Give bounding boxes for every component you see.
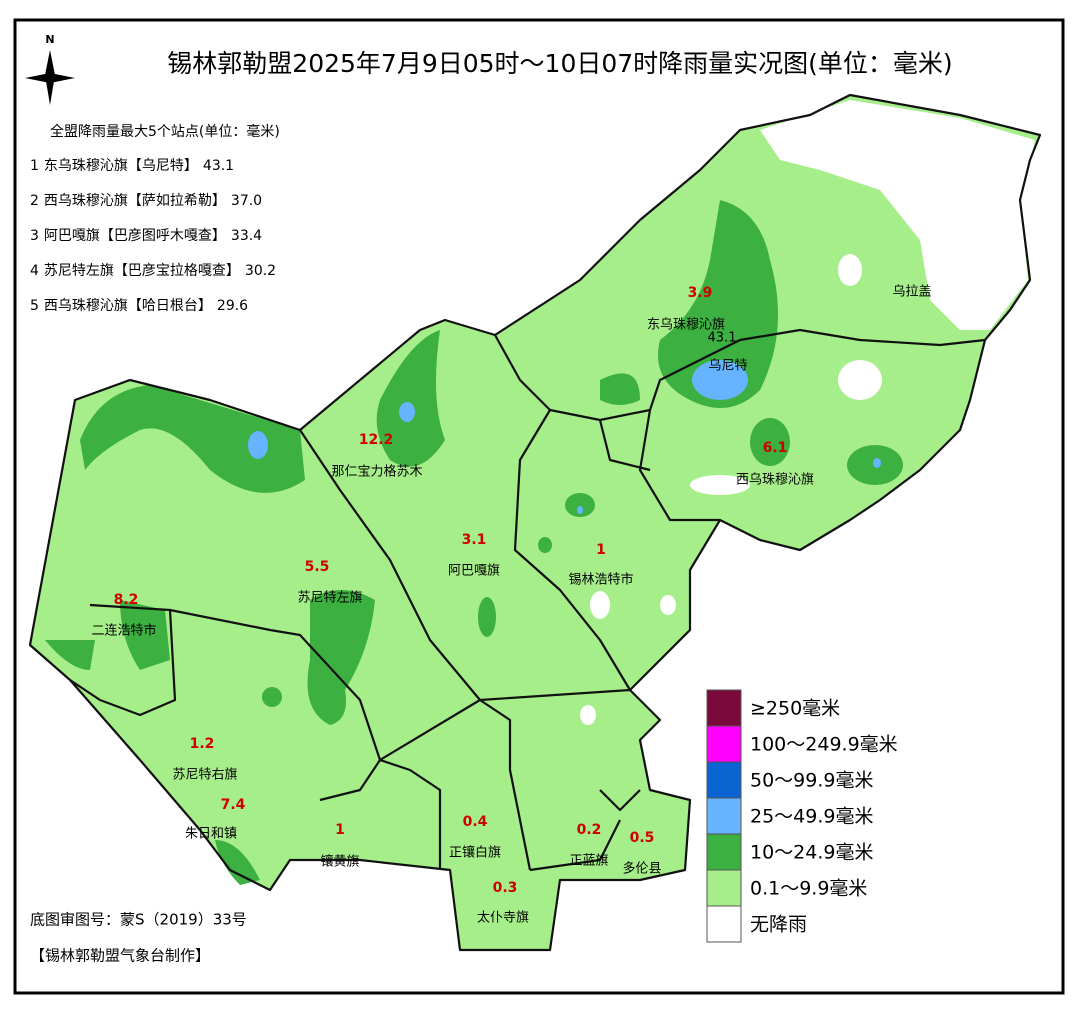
legend-label: 无降雨 — [750, 914, 807, 936]
region-name: 苏尼特右旗 — [172, 767, 237, 783]
region-name: 多伦县 — [622, 861, 661, 877]
legend-label: 100～249.9毫米 — [750, 734, 898, 756]
station-value: 33.4 — [231, 228, 262, 244]
legend-swatch — [706, 725, 742, 763]
legend-swatch — [706, 833, 742, 871]
station-rank: 1 — [30, 158, 39, 174]
map-labels: 3.9 东乌珠穆沁旗 6.1 西乌珠穆沁旗 12.2 那仁宝力格苏木 3.1 阿巴嘎旗 1 锡林浩… — [91, 284, 931, 926]
station-value: 30.2 — [245, 263, 276, 279]
heavy-rain-areas — [45, 200, 903, 885]
outer-border — [28, 93, 1042, 952]
north-label: N — [45, 33, 54, 46]
legend-swatch — [706, 905, 742, 943]
region-name: 镶黄旗 — [320, 854, 359, 870]
station-rank: 5 — [30, 298, 39, 314]
station-rank: 4 — [30, 263, 39, 279]
region-name: 正镶白旗 — [449, 845, 501, 861]
legend-label: 25～49.9毫米 — [750, 806, 873, 828]
district-borders — [69, 328, 986, 872]
place-name: 乌尼特 — [708, 358, 747, 374]
legend: ≥250毫米 100～249.9毫米 50～99.9毫米 25～49.9毫米 10～24… — [706, 689, 898, 943]
station-value: 29.6 — [217, 298, 248, 314]
map-title: 锡林郭勒盟2025年7月9日05时～10日07时降雨量实况图(单位：毫米) — [167, 49, 952, 78]
station-rank: 2 — [30, 193, 39, 209]
legend-label: ≥250毫米 — [750, 698, 840, 720]
top-stations: 全盟降雨量最大5个站点(单位：毫米) 1 东乌珠穆沁旗【乌尼特】 43.1 2 西乌珠穆… — [30, 123, 280, 314]
legend-swatch — [706, 869, 742, 907]
legend-label: 50～99.9毫米 — [750, 770, 873, 792]
legend-label: 10～24.9毫米 — [750, 842, 873, 864]
rain-value: 3.9 — [688, 285, 713, 301]
region-name: 正蓝旗 — [569, 853, 608, 869]
station-name: 东乌珠穆沁旗【乌尼特】 — [44, 158, 198, 174]
legend-label: 0.1～9.9毫米 — [750, 878, 867, 900]
station-name: 西乌珠穆沁旗【哈日根台】 — [44, 298, 212, 314]
station-name: 阿巴嘎旗【巴彦图呼木嘎查】 — [44, 228, 226, 244]
rain-value: 7.4 — [221, 797, 246, 813]
rain-value: 12.2 — [359, 432, 394, 448]
station-item: 1 东乌珠穆沁旗【乌尼特】 43.1 — [30, 158, 234, 174]
legend-swatch — [706, 797, 742, 835]
moderate-rain-areas — [248, 360, 881, 514]
rain-value: 5.5 — [305, 559, 330, 575]
map-area — [28, 93, 1042, 952]
station-value: 43.1 — [203, 158, 234, 174]
region-fill — [30, 95, 1040, 950]
producer: 【锡林郭勒盟气象台制作】 — [30, 947, 210, 965]
station-rank: 3 — [30, 228, 39, 244]
legend-swatch — [706, 689, 742, 727]
region-name: 阿巴嘎旗 — [448, 563, 500, 579]
station-item: 4 苏尼特左旗【巴彦宝拉格嘎查】 30.2 — [30, 263, 276, 279]
region-name: 那仁宝力格苏木 — [331, 464, 422, 480]
rain-value: 0.4 — [463, 814, 488, 830]
map-number: 底图审图号：蒙S（2019）33号 — [30, 911, 247, 929]
rain-value: 0.3 — [493, 880, 518, 896]
rain-value: 0.5 — [630, 830, 655, 846]
region-name: 苏尼特左旗 — [297, 590, 362, 606]
station-name: 苏尼特左旗【巴彦宝拉格嘎查】 — [44, 263, 240, 279]
region-name: 太仆寺旗 — [477, 910, 529, 926]
rain-value: 6.1 — [763, 440, 788, 456]
region-name: 西乌珠穆沁旗 — [736, 472, 814, 488]
station-value: 43.1 — [708, 331, 737, 346]
rain-value: 8.2 — [114, 592, 139, 608]
no-rain-areas — [580, 100, 1035, 725]
station-item: 3 阿巴嘎旗【巴彦图呼木嘎查】 33.4 — [30, 228, 262, 244]
legend-swatch — [706, 761, 742, 799]
rain-value: 1 — [335, 822, 345, 838]
station-name: 西乌珠穆沁旗【萨如拉希勒】 — [44, 193, 226, 209]
rain-value: 0.2 — [577, 822, 602, 838]
station-item: 2 西乌珠穆沁旗【萨如拉希勒】 37.0 — [30, 193, 262, 209]
rain-value: 3.1 — [462, 532, 487, 548]
region-name: 东乌珠穆沁旗 — [647, 317, 725, 333]
rain-value: 1 — [596, 542, 606, 558]
station-item: 5 西乌珠穆沁旗【哈日根台】 29.6 — [30, 298, 248, 314]
region-name: 朱日和镇 — [185, 827, 237, 842]
compass: N — [25, 33, 75, 105]
list-heading: 全盟降雨量最大5个站点(单位：毫米) — [50, 123, 280, 140]
region-name: 二连浩特市 — [91, 623, 156, 639]
place-name: 乌拉盖 — [892, 284, 931, 300]
rain-value: 1.2 — [190, 736, 215, 752]
station-value: 37.0 — [231, 193, 262, 209]
region-name: 锡林浩特市 — [568, 572, 633, 588]
